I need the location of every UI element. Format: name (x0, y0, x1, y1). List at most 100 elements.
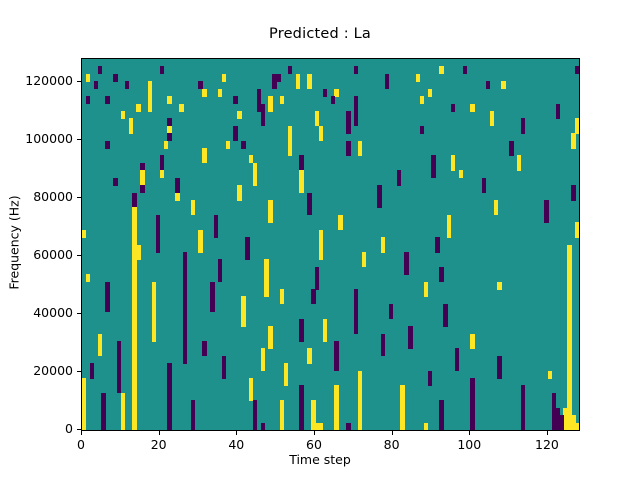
heatmap-cell (116, 378, 122, 387)
heatmap-cell (116, 355, 122, 364)
heatmap-cell (555, 407, 561, 416)
heatmap-cell (128, 118, 134, 127)
heatmap-cell (346, 125, 351, 134)
heatmap-cell (419, 96, 425, 105)
heatmap-cell (299, 415, 304, 424)
heatmap-cell (182, 303, 188, 312)
heatmap-cell (182, 355, 188, 364)
heatmap-cell (357, 385, 363, 394)
heatmap-cell (357, 148, 363, 157)
page-title: Predicted : La (269, 26, 371, 42)
heatmap-cell (155, 229, 161, 238)
heatmap-cell (132, 392, 137, 401)
heatmap-cell (268, 333, 273, 342)
heatmap-cell (132, 266, 137, 275)
heatmap-cell (318, 229, 324, 238)
heatmap-cell (571, 192, 576, 201)
heatmap-cell (116, 363, 122, 372)
heatmap-cell (132, 237, 137, 246)
heatmap-cell (132, 326, 137, 335)
heatmap-cell (307, 192, 312, 201)
heatmap-cell (124, 81, 130, 90)
heatmap-cell (120, 422, 126, 430)
heatmap-cell (481, 177, 487, 186)
heatmap-cell (314, 274, 320, 283)
heatmap-cell (136, 244, 141, 253)
heatmap-cell (551, 392, 557, 401)
heatmap-cell (237, 192, 242, 201)
heatmap-cell (155, 244, 161, 253)
heatmap-cell (82, 407, 87, 416)
heatmap-cell (423, 422, 429, 430)
heatmap-cell (357, 392, 363, 401)
heatmap-cell (571, 133, 576, 142)
heatmap-cell (120, 415, 126, 424)
heatmap-cell (202, 88, 207, 97)
heatmap-cell (132, 348, 137, 357)
heatmap-cell (377, 185, 382, 194)
heatmap-cell (567, 422, 572, 430)
heatmap-cell (101, 422, 106, 430)
heatmap-cell (439, 274, 444, 283)
heatmap-cell (575, 118, 579, 127)
heatmap-cell (167, 370, 172, 379)
heatmap-cell (400, 415, 405, 424)
x-tick-label: 0 (77, 437, 85, 452)
heatmap-cell (520, 118, 526, 127)
heatmap-cell (493, 207, 499, 216)
heatmap-cell (575, 222, 579, 231)
heatmap-cell (501, 81, 506, 90)
heatmap-cell (384, 73, 390, 82)
heatmap-cell (225, 140, 231, 149)
heatmap-cell (497, 363, 502, 372)
heatmap-cell (132, 296, 137, 305)
heatmap-cell (400, 407, 405, 416)
heatmap-cell (346, 140, 351, 149)
heatmap-cell (245, 244, 250, 253)
heatmap-cell (435, 237, 440, 246)
heatmap-cell (120, 110, 126, 119)
heatmap-cell (264, 281, 269, 290)
heatmap-cell (400, 400, 405, 409)
heatmap-cell (105, 296, 110, 305)
heatmap-cell (132, 355, 137, 364)
heatmap-cell (280, 400, 285, 409)
heatmap-image (82, 59, 579, 430)
heatmap-cell (202, 348, 207, 357)
heatmap-cell (307, 207, 312, 216)
heatmap-cell (268, 96, 273, 105)
y-tick-label: 100000 (25, 131, 73, 147)
y-tick-label: 20000 (33, 363, 73, 379)
heatmap-cell (567, 296, 572, 305)
heatmap-cell (155, 222, 161, 231)
heatmap-cell (256, 103, 262, 112)
y-tick-label: 40000 (33, 305, 73, 321)
heatmap-cell (151, 281, 157, 290)
heatmap-cell (252, 170, 258, 179)
heatmap-cell (470, 378, 475, 387)
heatmap-cell (311, 407, 316, 416)
heatmap-cell (182, 318, 188, 327)
heatmap-cell (567, 259, 572, 268)
heatmap-cell (175, 192, 180, 201)
heatmap-cell (555, 415, 561, 424)
heatmap-cell (567, 289, 572, 298)
y-axis-label: Frequency (Hz) (6, 194, 22, 290)
heatmap-cell (497, 355, 502, 364)
heatmap-cell (318, 125, 324, 134)
heatmap-cell (116, 370, 122, 379)
heatmap-cell (214, 214, 219, 223)
heatmap-cell (396, 177, 401, 186)
heatmap-cell (116, 348, 122, 357)
heatmap-cell (167, 415, 172, 424)
heatmap-cell (551, 422, 557, 430)
heatmap-cell (544, 214, 549, 223)
heatmap-cell (400, 392, 405, 401)
heatmap-cell (497, 370, 502, 379)
x-tick-label: 120 (535, 437, 559, 452)
heatmap-cell (450, 155, 456, 164)
x-tick-mark (547, 431, 548, 435)
heatmap-cell (268, 207, 273, 216)
y-tick-mark (77, 371, 81, 372)
y-tick-mark (77, 139, 81, 140)
